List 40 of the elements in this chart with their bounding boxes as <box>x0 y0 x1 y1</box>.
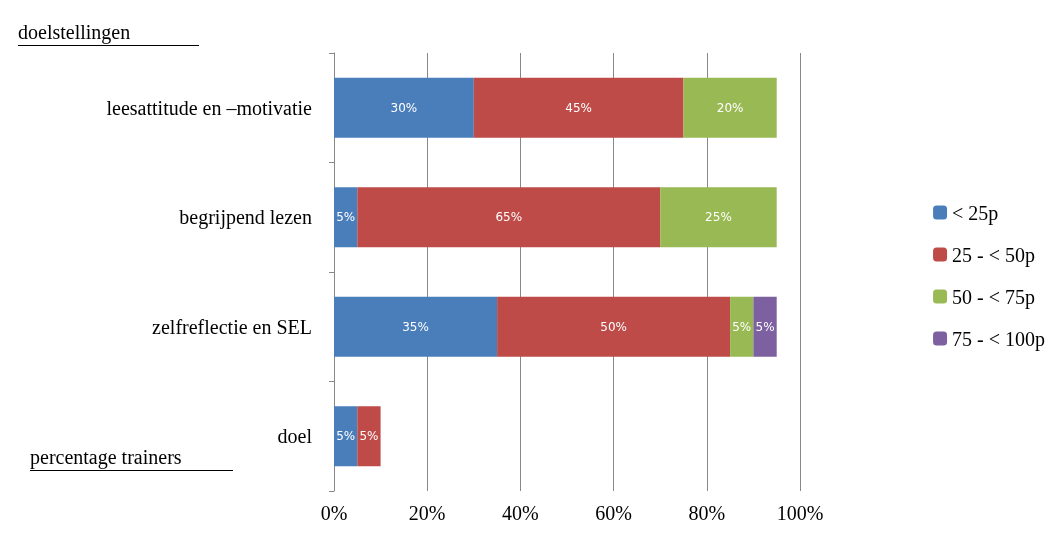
bar <box>334 77 474 138</box>
data-label: 50% <box>600 319 627 334</box>
bar <box>357 187 661 248</box>
x-tick-label: 0% <box>320 502 348 524</box>
text: doelstellingen <box>18 21 131 44</box>
bar <box>753 296 777 357</box>
x-tick-label: 40% <box>502 502 539 524</box>
legend-label: < 25p <box>952 201 999 225</box>
text: percentage trainers <box>30 446 182 469</box>
legend-label: 25 - < 50p <box>952 243 1036 267</box>
legend-label: 50 - < 75p <box>952 285 1036 309</box>
bar <box>683 77 777 138</box>
data-label: 5% <box>336 429 356 444</box>
x-tick-label: 20% <box>408 502 446 524</box>
data-label: 5% <box>732 319 752 334</box>
bar <box>473 77 684 138</box>
y-tick-label: begrijpend lezen <box>179 206 312 230</box>
data-label: 45% <box>565 100 592 115</box>
y-tick-label: zelfreflectie en SEL <box>152 315 312 338</box>
data-label: 5% <box>336 210 356 225</box>
data-label: 20% <box>716 100 744 115</box>
data-label: 35% <box>402 319 429 334</box>
legend-label: 75 - < 100p <box>952 327 1046 351</box>
x-tick-label: 60% <box>595 502 632 524</box>
bar <box>334 296 498 357</box>
data-label: 65% <box>495 210 523 225</box>
x-tick-label: 80% <box>688 502 726 524</box>
bar <box>497 296 731 357</box>
bar <box>334 187 358 248</box>
bar <box>357 406 381 467</box>
bar <box>730 296 754 357</box>
data-label: 5% <box>755 319 775 334</box>
x-tick-label: 100% <box>776 502 824 524</box>
data-label: 25% <box>705 210 732 225</box>
y-tick-label: leesattitude en –motivatie <box>106 96 313 119</box>
data-label: 30% <box>390 100 418 115</box>
y-tick-label: doel <box>277 425 313 448</box>
bar <box>660 187 777 248</box>
bar <box>334 406 358 467</box>
data-label: 5% <box>359 429 379 444</box>
